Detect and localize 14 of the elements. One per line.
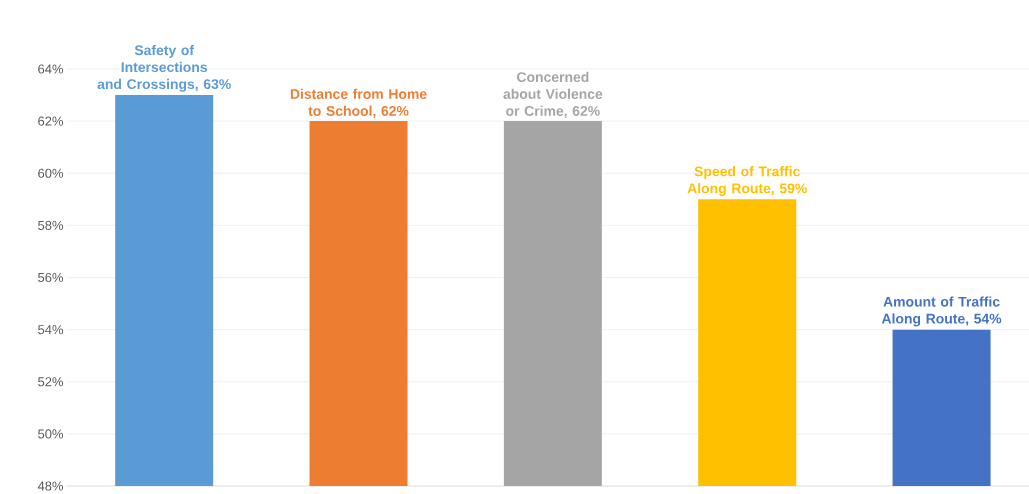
y-tick-label: 60%	[38, 168, 64, 178]
data-label: Speed of Traffic Along Route, 59%	[687, 166, 807, 197]
y-tick-label: 54%	[38, 325, 64, 335]
data-label: Amount of Traffic Along Route, 54%	[881, 296, 1002, 327]
data-label: Distance from Home to School, 62%	[290, 88, 427, 118]
y-tick-label: 52%	[38, 377, 64, 387]
y-tick-label: 56%	[38, 272, 64, 283]
y-tick-label: 50%	[38, 429, 64, 439]
y-tick-label: 48%	[37, 481, 64, 491]
y-tick-label: 64%	[38, 64, 64, 74]
data-label: Concerned about Violence or Crime, 62%	[503, 71, 603, 118]
y-tick-label: 58%	[38, 220, 64, 230]
y-tick-label: 62%	[38, 116, 64, 126]
data-label: Safety of Intersections and Crossings, 63%	[97, 44, 231, 92]
